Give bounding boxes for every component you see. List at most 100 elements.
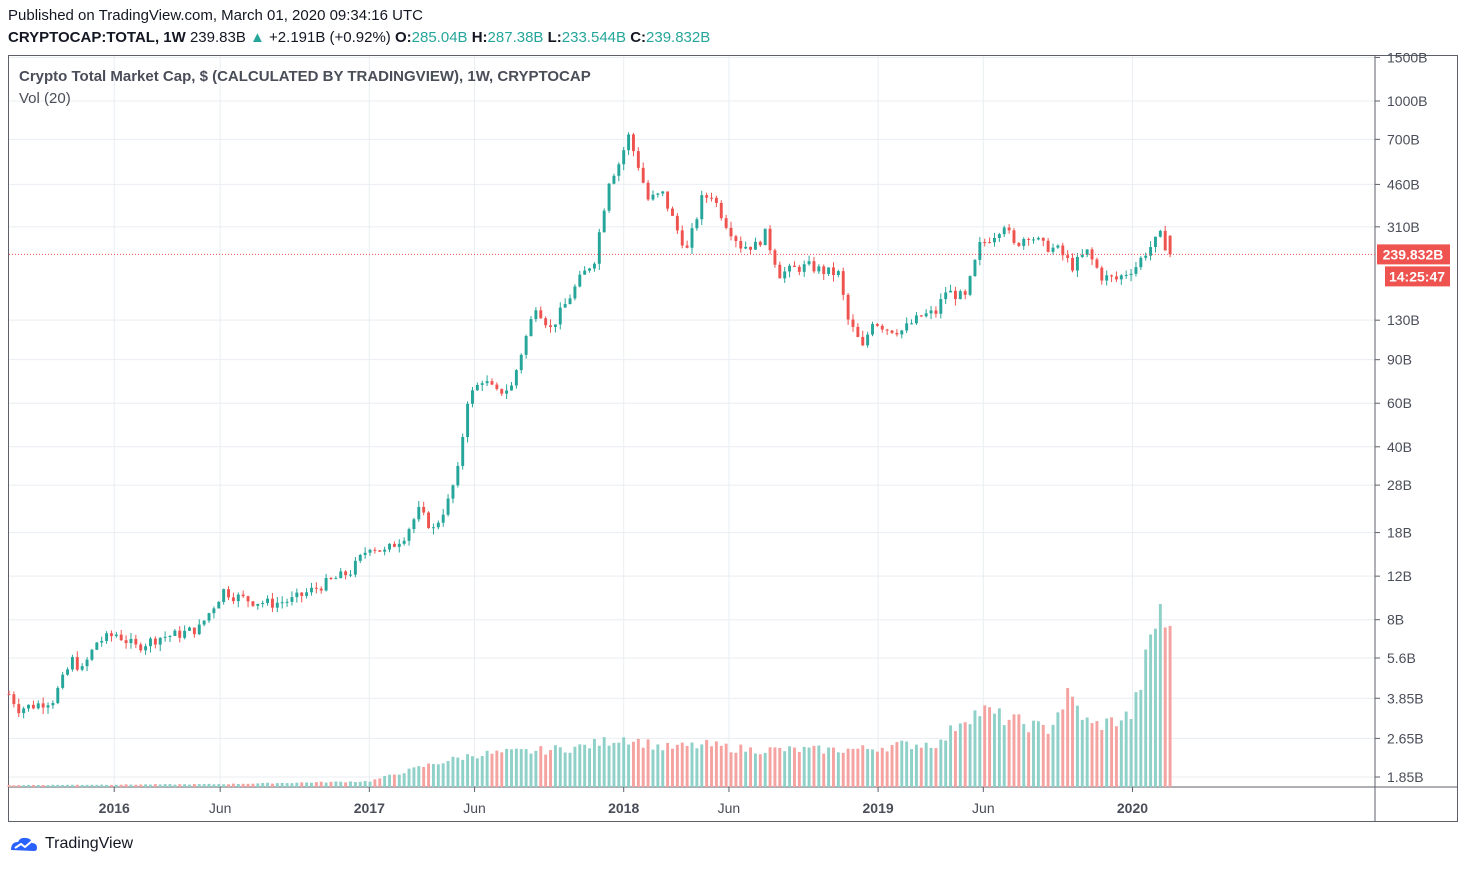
published-line: Published on TradingView.com, March 01, … [8,7,423,24]
candle-body [773,250,777,265]
volume-bar [680,742,684,787]
change-value: +2.191B (+0.92%) [269,29,391,46]
candle-body [373,549,377,551]
volume-bar [85,784,89,787]
candle-body [363,552,367,556]
volume-bar [1002,725,1006,787]
candle-body [451,485,455,499]
candle-body [17,704,21,714]
candle-body [1007,227,1011,231]
candle-body [324,578,328,591]
price-axis-label: 8B [1387,612,1404,628]
volume-bar [710,746,713,787]
volume-bar [1080,719,1084,787]
candle-body [495,384,499,389]
volume-bar [363,781,367,787]
candle-body [1105,275,1109,281]
volume-bar [197,784,201,787]
volume-bar [656,744,660,787]
volume-bar [1022,724,1026,787]
candle-body [1129,273,1133,276]
volume-bar [636,738,640,787]
tradingview-brand[interactable]: TradingView [9,835,133,853]
volume-bar [280,782,284,787]
countdown-value: 14:25:47 [1389,268,1445,284]
candle-body [617,164,621,176]
candle-body [836,271,840,276]
chart-frame[interactable] [8,55,1458,822]
volume-bar [1032,720,1035,787]
candle-body [651,194,655,200]
volume-bar [456,757,460,787]
volume-bar [222,784,226,787]
volume-bar [407,768,411,787]
chart-legend-title[interactable]: Crypto Total Market Cap, $ (CALCULATED B… [19,68,591,85]
volume-bar [651,749,655,787]
price-axis-label: 28B [1387,477,1412,493]
candle-body [841,271,845,295]
volume-bar [192,783,196,787]
volume-bar [949,725,953,787]
volume-bar [1017,714,1021,787]
candle-body [114,634,118,637]
volume-bar [461,759,465,787]
volume-bar [100,784,104,787]
volume-bar [495,750,499,787]
price-axis-label: 5.6B [1387,650,1416,666]
volume-bar [885,751,889,787]
candle-body [431,527,435,529]
price-axis-label: 130B [1387,312,1420,328]
candle-body [241,594,245,597]
candle-body [719,202,723,219]
volume-bar [939,739,943,787]
volume-bar [1163,627,1167,787]
candle-body [783,271,787,279]
brand-text: TradingView [45,835,134,852]
candle-body [480,383,484,385]
price-axis-label: 18B [1387,525,1412,541]
volume-bar [993,713,996,787]
volume-bar [144,784,148,787]
volume-bar [983,705,987,787]
candle-body [597,232,601,264]
time-axis-label: 2019 [863,800,894,816]
candle-body [978,242,982,260]
volume-bar [568,752,572,787]
volume-bar [441,763,445,787]
candle-body [61,674,65,688]
candle-body [144,646,148,651]
candle-body [202,620,206,625]
high-value: 287.38B [487,29,544,46]
volume-bar [534,750,538,787]
candle-body [256,603,260,606]
candle-body [207,613,211,621]
volume-bar [627,744,631,787]
volume-bar [319,781,323,787]
volume-bar [349,781,352,787]
candle-body [993,237,996,243]
symbol-label[interactable]: CRYPTOCAP:TOTAL, 1W [8,29,186,46]
candle-body [631,134,635,152]
candle-body [690,228,694,248]
candle-body [514,370,518,386]
volume-bar [353,782,357,787]
volume-bar [524,749,528,787]
volume-bar [978,716,982,787]
candle-body [217,601,221,609]
volume-legend[interactable]: Vol (20) [19,90,71,107]
price-axis-label: 12B [1387,568,1412,584]
candle-body [1119,275,1123,280]
price-axis-label: 1000B [1387,93,1427,109]
candle-body [70,657,74,670]
candle-body [749,246,753,250]
volume-bar [631,741,635,787]
open-label: O: [394,29,412,46]
candle-body [1061,245,1065,256]
volume-bar [866,749,870,787]
volume-bar [212,784,216,787]
candle-body [963,291,967,295]
volume-bar [910,749,913,787]
volume-bar [719,745,723,787]
volume-bar [1066,687,1070,787]
